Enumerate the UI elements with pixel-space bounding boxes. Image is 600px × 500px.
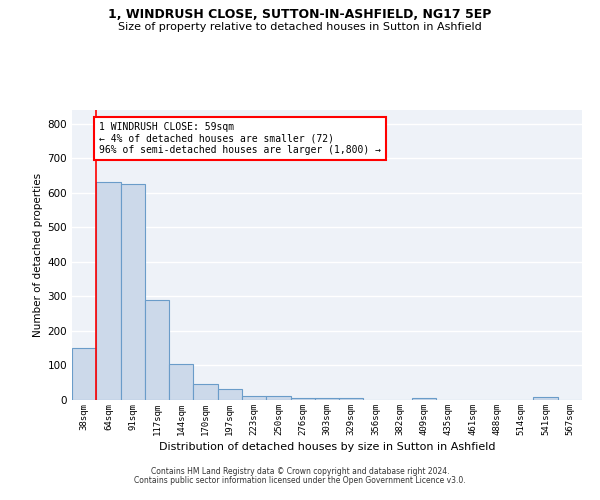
Text: Contains public sector information licensed under the Open Government Licence v3: Contains public sector information licen… — [134, 476, 466, 485]
Text: Size of property relative to detached houses in Sutton in Ashfield: Size of property relative to detached ho… — [118, 22, 482, 32]
Bar — [218, 389, 242, 400]
Bar — [315, 398, 339, 400]
Bar — [72, 348, 96, 400]
Text: 1, WINDRUSH CLOSE, SUTTON-IN-ASHFIELD, NG17 5EP: 1, WINDRUSH CLOSE, SUTTON-IN-ASHFIELD, N… — [109, 8, 491, 20]
Bar — [96, 182, 121, 400]
Bar — [242, 396, 266, 400]
Text: 1 WINDRUSH CLOSE: 59sqm
← 4% of detached houses are smaller (72)
96% of semi-det: 1 WINDRUSH CLOSE: 59sqm ← 4% of detached… — [99, 122, 381, 156]
Bar — [339, 398, 364, 400]
Bar — [290, 398, 315, 400]
Bar — [121, 184, 145, 400]
Bar — [169, 364, 193, 400]
Text: Contains HM Land Registry data © Crown copyright and database right 2024.: Contains HM Land Registry data © Crown c… — [151, 467, 449, 476]
Bar — [266, 396, 290, 400]
Bar — [145, 300, 169, 400]
X-axis label: Distribution of detached houses by size in Sutton in Ashfield: Distribution of detached houses by size … — [159, 442, 495, 452]
Bar — [533, 396, 558, 400]
Bar — [412, 398, 436, 400]
Bar — [193, 384, 218, 400]
Y-axis label: Number of detached properties: Number of detached properties — [34, 173, 43, 337]
